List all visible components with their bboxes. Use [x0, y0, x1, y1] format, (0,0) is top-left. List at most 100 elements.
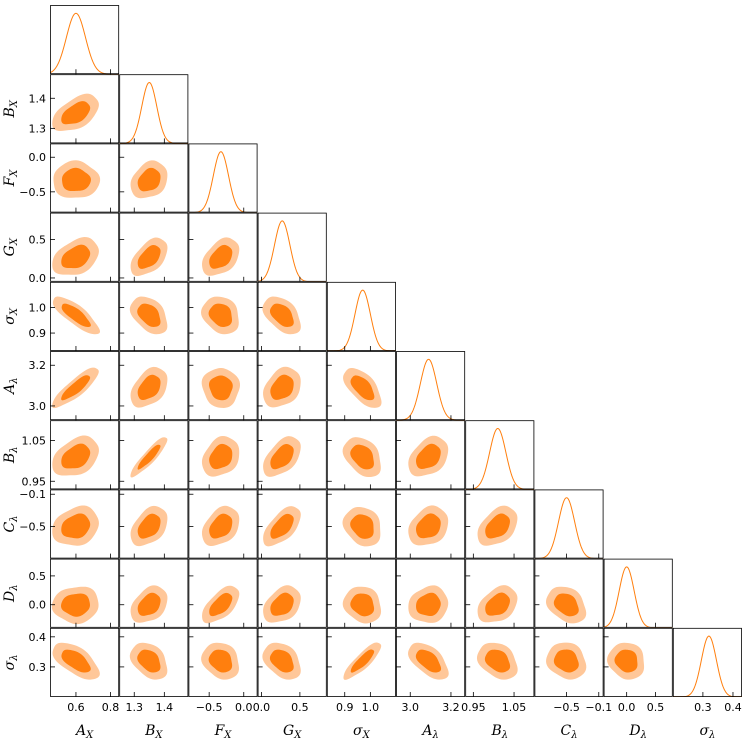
- panel-frame: [396, 351, 466, 421]
- y-axis-label-FX: FX: [2, 169, 20, 188]
- panel-GX-sigmaX: [257, 281, 327, 351]
- marginal-Alambda: [396, 358, 466, 421]
- contour-68-GX-Alambda: [270, 374, 294, 400]
- panel-frame: [257, 281, 327, 351]
- y-tick-label-Clambda: −0.5: [19, 520, 46, 533]
- panel-Dlambda-Dlambda: [603, 558, 673, 628]
- panel-AX-sigmalambda: [50, 627, 120, 697]
- marginal-FX: [188, 151, 258, 213]
- contour-68-BX-sigmalambda: [137, 649, 161, 673]
- panel-AX-Blambda: [50, 420, 120, 490]
- contour-68-FX-Blambda: [209, 443, 233, 470]
- panel-frame: [50, 627, 120, 697]
- panel-FX-Blambda: [188, 420, 258, 490]
- panel-frame: [188, 627, 258, 697]
- panel-FX-Alambda: [188, 351, 258, 421]
- x-tick-label-AX: 0.6: [67, 701, 85, 714]
- contour-68-BX-Dlambda: [137, 592, 161, 616]
- y-tick-label-Alambda: 3.0: [29, 400, 47, 413]
- contour-68-Dlambda-sigmalambda: [614, 649, 638, 673]
- contour-68-AX-Alambda: [61, 375, 91, 401]
- panel-sigmaX-Clambda: [326, 489, 396, 559]
- y-axis-label-sigmaX: σX: [2, 307, 20, 325]
- panel-Blambda-Blambda: [465, 420, 535, 490]
- marginal-sigmaX: [326, 289, 396, 351]
- y-tick-label-GX: 0.0: [29, 272, 47, 285]
- panel-BX-BX: [119, 74, 189, 144]
- panel-frame: [119, 143, 189, 213]
- panel-frame: [188, 351, 258, 421]
- y-axis-label-BX: BX: [2, 99, 20, 118]
- panel-sigmalambda-sigmalambda: [672, 627, 742, 697]
- panel-sigmaX-sigmalambda: [326, 627, 396, 697]
- panel-Alambda-Dlambda: [396, 558, 466, 628]
- y-tick-label-BX: 1.4: [29, 92, 47, 105]
- panel-sigmaX-Alambda: [326, 351, 396, 421]
- panel-AX-BX: [50, 74, 120, 144]
- panel-Clambda-Clambda: [534, 489, 604, 559]
- contour-68-Blambda-Clambda: [485, 513, 510, 539]
- panel-frame: [119, 74, 189, 144]
- panel-frame: [326, 558, 396, 628]
- panel-frame: [672, 627, 742, 697]
- contour-68-Blambda-Dlambda: [485, 592, 510, 616]
- x-axis-label-GX: GX: [283, 723, 302, 741]
- panel-frame: [257, 489, 327, 559]
- marginal-Blambda: [465, 428, 535, 490]
- panel-Blambda-Clambda: [465, 489, 535, 559]
- panel-frame: [396, 558, 466, 628]
- y-tick-label-Blambda: 0.95: [22, 475, 47, 488]
- y-tick-label-Alambda: 3.2: [29, 359, 47, 372]
- panel-BX-FX: [119, 143, 189, 213]
- x-tick-label-BX: 1.3: [125, 701, 143, 714]
- panel-frame: [257, 351, 327, 421]
- x-tick-label-GX: 0.0: [253, 701, 271, 714]
- contour-68-GX-Dlambda: [270, 592, 294, 616]
- marginal-sigmalambda: [672, 635, 742, 697]
- y-tick-label-FX: −0.5: [19, 186, 46, 199]
- contour-68-AX-Blambda: [61, 443, 91, 469]
- panel-frame: [534, 627, 604, 697]
- panel-Dlambda-sigmalambda: [603, 627, 673, 697]
- x-axis-label-Clambda: Cλ: [560, 723, 577, 741]
- panel-frame: [50, 351, 120, 421]
- panel-sigmaX-Blambda: [326, 420, 396, 490]
- panel-frame: [188, 558, 258, 628]
- panel-BX-Alambda: [119, 351, 189, 421]
- x-tick-label-Alambda: 3.2: [442, 701, 460, 714]
- panel-frame: [188, 420, 258, 490]
- panel-frame: [396, 627, 466, 697]
- contour-68-sigmaX-sigmalambda: [350, 649, 375, 673]
- x-tick-label-Blambda: 0.95: [461, 701, 486, 714]
- x-tick-label-Clambda: −0.5: [553, 701, 580, 714]
- y-axis-label-Clambda: Cλ: [2, 515, 20, 532]
- panel-frame: [119, 351, 189, 421]
- marginal-GX: [257, 220, 327, 282]
- panel-BX-Clambda: [119, 489, 189, 559]
- x-tick-label-FX: −0.5: [196, 701, 223, 714]
- x-tick-label-Blambda: 1.05: [502, 701, 527, 714]
- contour-68-FX-Alambda: [208, 375, 233, 401]
- y-tick-label-Dlambda: 0.0: [29, 599, 47, 612]
- panel-FX-FX: [188, 143, 258, 213]
- panel-BX-sigmalambda: [119, 627, 189, 697]
- panel-frame: [50, 143, 120, 213]
- y-tick-label-sigmalambda: 0.3: [29, 661, 47, 674]
- contour-68-AX-GX: [61, 244, 91, 269]
- panel-frame: [534, 558, 604, 628]
- panel-Alambda-Clambda: [396, 489, 466, 559]
- panel-frame: [396, 489, 466, 559]
- contour-68-Clambda-Dlambda: [553, 593, 579, 617]
- panel-Blambda-Dlambda: [465, 558, 535, 628]
- panel-frame: [603, 558, 673, 628]
- contour-68-FX-sigmaX: [208, 303, 232, 327]
- contour-68-sigmaX-Clambda: [350, 514, 374, 539]
- panel-Alambda-sigmalambda: [396, 627, 466, 697]
- panel-GX-Dlambda: [257, 558, 327, 628]
- contour-68-BX-Alambda: [137, 374, 161, 401]
- contour-68-sigmaX-Blambda: [350, 444, 374, 470]
- x-axis-label-sigmaX: σX: [353, 723, 371, 741]
- y-tick-label-Blambda: 1.05: [22, 435, 47, 448]
- marginal-Dlambda: [603, 566, 673, 628]
